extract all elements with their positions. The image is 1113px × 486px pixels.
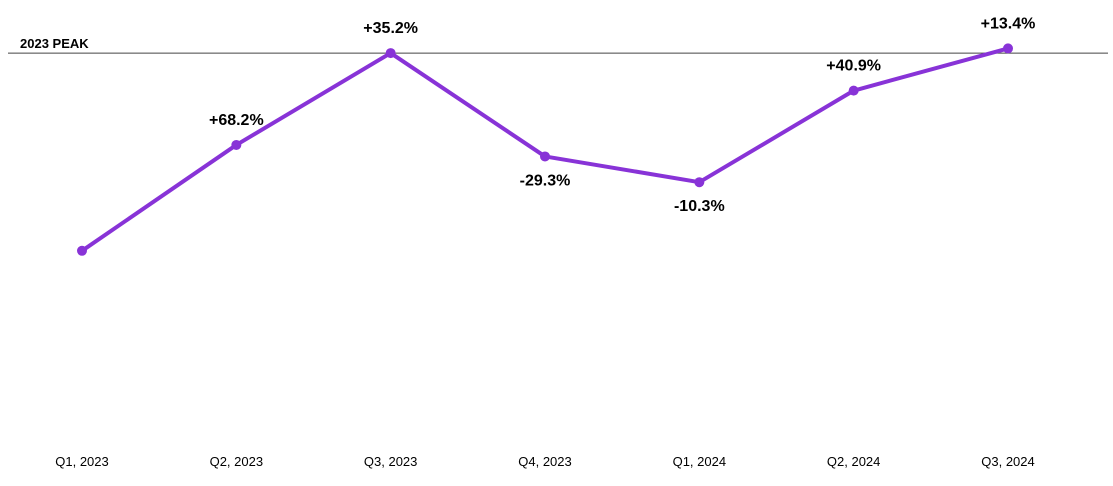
data-label: -10.3% (674, 198, 725, 215)
series-line (80, 46, 1010, 253)
data-label: +35.2% (363, 20, 418, 37)
data-point (1003, 43, 1013, 54)
data-point (385, 48, 396, 59)
data-point (694, 177, 705, 188)
data-point (540, 151, 550, 162)
data-label: +13.4% (981, 15, 1036, 32)
data-label: +40.9% (826, 58, 881, 75)
data-point (77, 245, 87, 256)
data-point (848, 85, 859, 96)
x-tick-label: Q2, 2023 (210, 454, 264, 469)
data-label: -29.3% (520, 172, 571, 189)
x-axis-tick-labels: Q1, 2023 Q2, 2023 Q3, 2023 Q4, 2023 Q1, 2024… (55, 454, 1035, 469)
x-tick-label: Q1, 2024 (673, 454, 727, 469)
x-tick-label: Q1, 2023 (55, 454, 109, 469)
x-tick-label: Q4, 2023 (518, 454, 572, 469)
x-tick-label: Q3, 2023 (364, 454, 418, 469)
data-label: +68.2% (209, 112, 264, 129)
data-point (231, 139, 242, 150)
data-point-group (77, 43, 1013, 256)
series-line-group (80, 46, 1010, 253)
x-tick-label: Q2, 2024 (827, 454, 881, 469)
data-label-group: +68.2% +35.2% -29.3% -10.3% +40.9% +13.4% (209, 15, 1035, 215)
reference-line-group: 2023 PEAK (8, 36, 1108, 54)
reference-line-label: 2023 PEAK (20, 36, 89, 51)
x-tick-label: Q3, 2024 (981, 454, 1035, 469)
